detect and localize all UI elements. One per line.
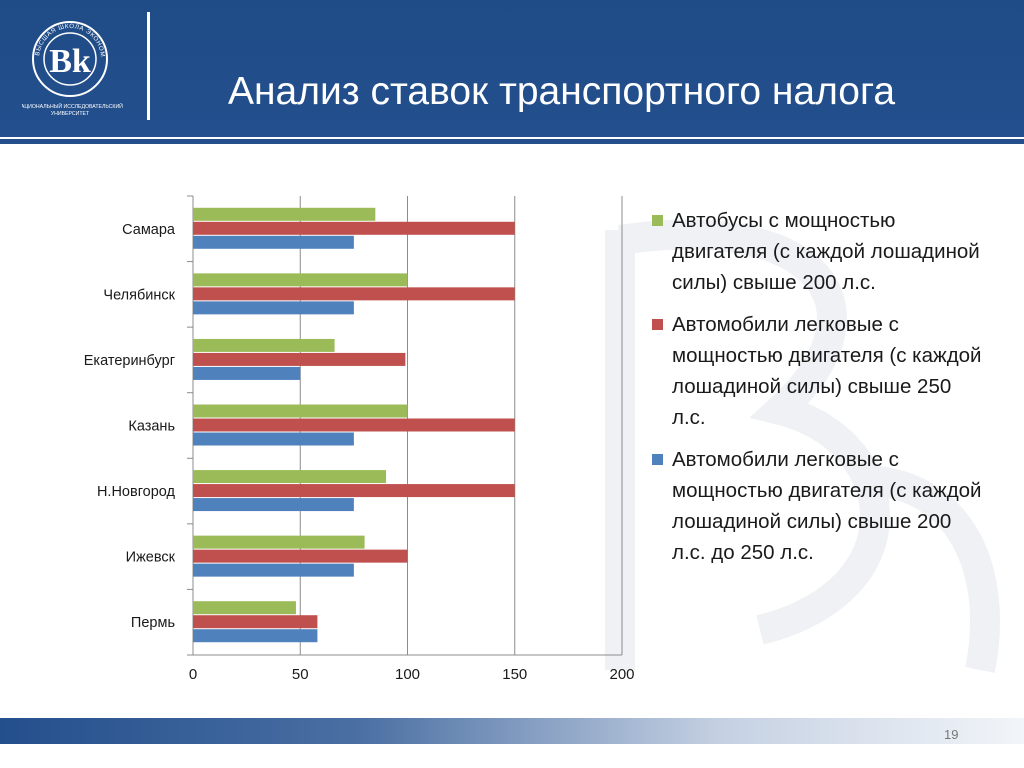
category-label: Самара [122, 222, 176, 238]
bar [193, 418, 515, 432]
legend-label: Автобусы с мощностью двигателя (с каждой… [672, 209, 980, 294]
category-label: Екатеринбург [84, 353, 175, 369]
bar [193, 338, 335, 352]
page-title: Анализ ставок транспортного налога [228, 70, 896, 113]
bar [193, 221, 515, 235]
header-divider [147, 12, 150, 120]
bar [193, 366, 301, 380]
legend-label: Автомобили легковые с мощностью двигател… [672, 313, 982, 429]
bar [193, 484, 515, 498]
bar [193, 563, 354, 577]
bar [193, 601, 296, 615]
logo-caption-line2: УНИВЕРСИТЕТ [51, 111, 90, 117]
legend-item-cars-200-250: Автомобили легковые с мощностью двигател… [652, 444, 982, 568]
category-label: Казань [128, 419, 175, 435]
bar [193, 287, 515, 301]
category-label: Н.Новгород [97, 484, 176, 500]
legend-item-buses: Автобусы с мощностью двигателя (с каждой… [652, 205, 982, 298]
university-logo: ВЫСШАЯ ШКОЛА ЭКОНОМИКИ Bk НАЦИОНАЛЬНЫЙ И… [22, 10, 123, 117]
x-tick-label: 100 [395, 666, 420, 683]
legend-swatch-red [652, 319, 663, 330]
bar [193, 615, 318, 629]
bar [193, 273, 408, 287]
footer-bar [0, 718, 1024, 744]
legend-label: Автомобили легковые с мощностью двигател… [672, 448, 982, 564]
bar [193, 498, 354, 512]
x-tick-label: 0 [189, 666, 197, 683]
x-tick-label: 50 [292, 666, 309, 683]
bar [193, 629, 318, 643]
bar [193, 301, 354, 315]
bar [193, 207, 376, 221]
header-underline [0, 139, 1024, 144]
background-watermark [605, 219, 1000, 673]
bar [193, 352, 406, 366]
category-label: Челябинск [103, 287, 175, 303]
bar [193, 549, 408, 563]
bar-chart: 0 50 100 150 200 Самара Челябинск Екатеринбург К… [84, 195, 635, 683]
chart-legend: Автобусы с мощностью двигателя (с каждой… [652, 205, 982, 579]
bar [193, 404, 408, 418]
bar [193, 235, 354, 249]
category-label: Пермь [131, 615, 175, 631]
legend-swatch-blue [652, 454, 663, 465]
bar [193, 470, 387, 484]
legend-item-cars-over-250: Автомобили легковые с мощностью двигател… [652, 309, 982, 433]
x-tick-label: 200 [609, 666, 634, 683]
category-label: Ижевск [126, 550, 176, 566]
svg-text:Bk: Bk [49, 43, 91, 80]
slide-header [0, 0, 1024, 137]
bar [193, 535, 365, 549]
logo-caption-line1: НАЦИОНАЛЬНЫЙ ИССЛЕДОВАТЕЛЬСКИЙ [22, 102, 123, 110]
page-number: 19 [944, 727, 959, 742]
legend-swatch-green [652, 215, 663, 226]
x-tick-label: 150 [502, 666, 527, 683]
bar [193, 432, 354, 446]
